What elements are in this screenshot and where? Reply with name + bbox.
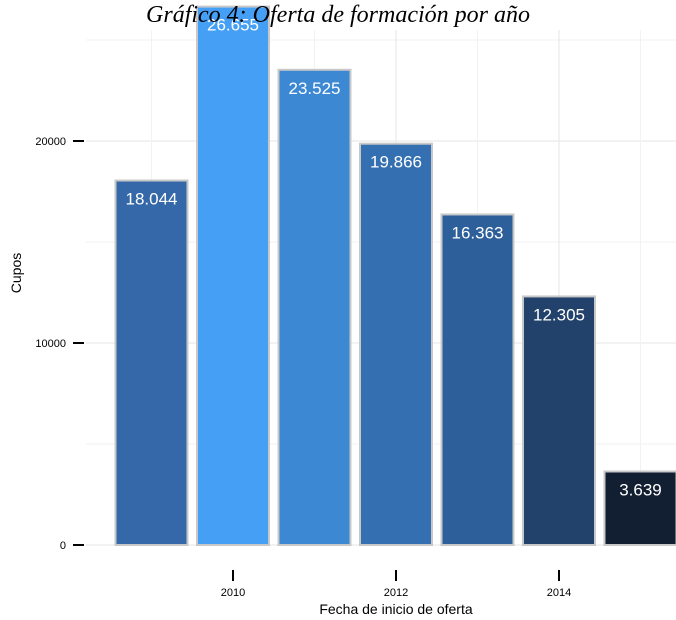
- x-tick-label: 2014: [547, 587, 571, 599]
- bar-2011: [277, 68, 352, 546]
- bar-label-2012: 19.866: [370, 153, 422, 172]
- bar-label-2014: 12.305: [533, 305, 585, 324]
- bar-2010: [196, 5, 270, 547]
- bar-label-2009: 18.044: [126, 190, 178, 209]
- bar-value-labels: 18.044 26.655 23.525 19.866 16.363 12.305 3.63…: [126, 16, 662, 500]
- axes-group: 0 10000 20000 2010 2012 2014: [35, 136, 571, 599]
- bars-group: [114, 5, 676, 547]
- bar-label-2010: 26.655: [207, 16, 259, 35]
- x-axis-label: Fecha de inicio de oferta: [319, 601, 473, 617]
- bar-2013: [440, 213, 515, 546]
- chart-title: Gráfico 4: Oferta de formación por año: [146, 2, 530, 28]
- x-tick-label: 2012: [384, 587, 408, 599]
- y-axis-label: Cupos: [8, 253, 24, 293]
- y-tick-label: 0: [60, 540, 66, 552]
- bar-2015: [603, 470, 676, 546]
- bar-label-2013: 16.363: [452, 223, 504, 242]
- bar-label-2015: 3.639: [619, 480, 662, 499]
- y-tick-label: 10000: [35, 338, 66, 350]
- bar-label-2011: 23.525: [289, 79, 341, 98]
- x-tick-label: 2010: [221, 587, 245, 599]
- bar-2014: [522, 295, 596, 546]
- bar-2009: [114, 179, 189, 546]
- bar-2012: [359, 142, 433, 547]
- y-tick-label: 20000: [35, 136, 66, 148]
